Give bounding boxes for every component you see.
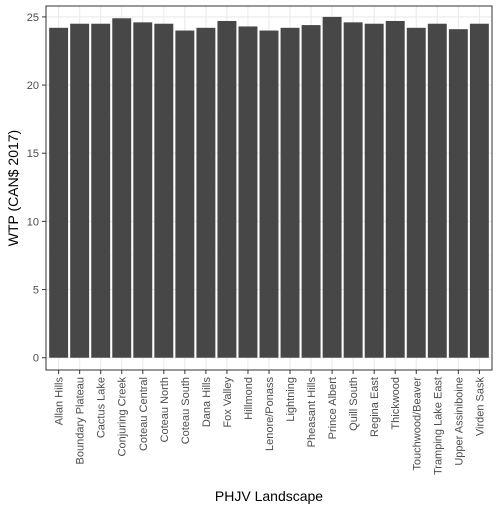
y-tick-label: 5 [33, 285, 39, 297]
bar [322, 16, 342, 358]
bar [49, 27, 69, 358]
bar [469, 23, 489, 358]
x-tick-label: Tramping Lake East [432, 377, 444, 475]
x-tick-label: Hillmond [243, 377, 255, 420]
x-tick-label: Fox Valley [222, 377, 234, 428]
x-tick-label: Conjuring Creek [117, 377, 129, 457]
bar [364, 23, 384, 358]
x-axis-title: PHJV Landscape [215, 488, 323, 504]
x-tick-label: Cactus Lake [96, 377, 108, 438]
bars [49, 16, 489, 358]
x-tick-label: Pheasant Hills [306, 377, 318, 448]
y-tick-label: 10 [27, 216, 39, 228]
x-tick-label: Virden Sask [474, 377, 486, 437]
bar [133, 22, 153, 358]
bar [259, 30, 279, 358]
x-tick-label: Coteau North [159, 377, 171, 442]
x-tick-label: Coteau Central [138, 377, 150, 451]
bar [238, 26, 258, 358]
bar [301, 25, 321, 358]
x-tick-label: Allan Hills [54, 377, 66, 426]
x-tick-label: Dana Hills [201, 377, 213, 428]
bar [280, 27, 300, 358]
y-tick-label: 15 [27, 148, 39, 160]
bar [406, 27, 426, 358]
x-tick-label: Touchwood/Beaver [411, 377, 423, 471]
y-tick-label: 20 [27, 80, 39, 92]
bar [217, 20, 237, 358]
x-tick-label: Lenore/Ponass [264, 377, 276, 451]
y-axis: 0 5 10 15 20 25 [27, 12, 46, 365]
bar [154, 23, 174, 358]
bar [175, 30, 195, 358]
x-tick-label: Regina East [369, 377, 381, 437]
y-tick-label: 25 [27, 12, 39, 24]
x-tick-label: Prince Albert [327, 377, 339, 439]
bar [91, 23, 111, 358]
bar [70, 23, 90, 358]
x-tick-label: Thickwood [390, 377, 402, 430]
bar [343, 22, 363, 358]
bar [196, 27, 216, 358]
x-tick-label: Quill South [348, 377, 360, 431]
bar [448, 29, 468, 358]
x-tick-label: Upper Assiniboine [453, 377, 465, 466]
x-tick-label: Coteau South [180, 377, 192, 444]
x-axis: Allan Hills Boundary Plateau Cactus Lake Co… [54, 370, 486, 475]
bar [385, 20, 405, 358]
y-tick-label: 0 [33, 353, 39, 365]
bar [112, 18, 132, 358]
bar [427, 23, 447, 358]
x-tick-label: Boundary Plateau [75, 377, 87, 464]
y-axis-title: WTP (CAN$ 2017) [5, 130, 21, 246]
x-tick-label: Lightning [285, 377, 297, 422]
